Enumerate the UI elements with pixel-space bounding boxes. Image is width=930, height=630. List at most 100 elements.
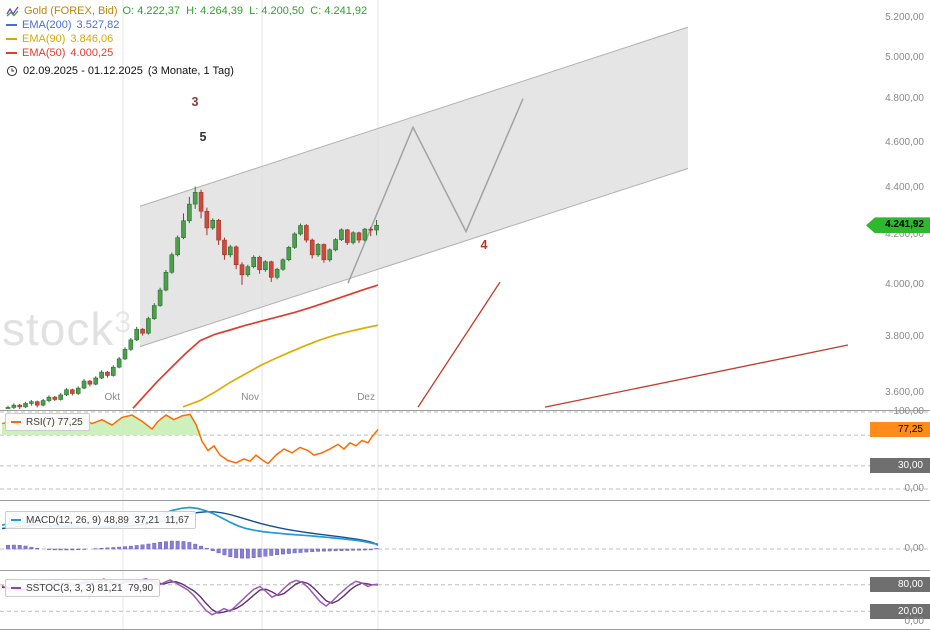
candle-body [298,225,303,235]
candle-body [257,256,262,271]
candle-body [17,404,23,408]
ema200-value: 3.527,82 [76,19,120,31]
ema200-label: EMA(200) [22,19,72,31]
ema50-value: 4.000,25 [70,47,114,59]
macd-histogram-bar [52,548,57,551]
candle-body [99,371,104,379]
macd-histogram-bar [269,548,274,556]
macd-histogram-bar [321,548,326,552]
macd-histogram-bar [245,548,250,559]
candle-body [146,318,151,334]
macd-histogram-bar [123,546,127,550]
candle-body [239,264,245,276]
candle-body [5,407,11,409]
candle-body [315,244,321,256]
macd-histogram-bar [351,548,356,551]
candle-body [245,266,251,276]
macd-histogram-bar [169,540,174,550]
candle-body [222,239,227,256]
candle-body [181,220,186,238]
candle-body [58,394,63,400]
candle-body [75,387,81,394]
main-chart [5,26,849,409]
rsi-legend[interactable]: RSI(7) 77,25 [5,413,90,431]
trendline[interactable] [417,281,501,408]
macd-histogram-bar [316,548,321,552]
candle-body [116,358,122,368]
macd-histogram-bar [64,548,69,551]
candle-body [228,246,233,256]
candle-body [111,366,116,376]
macd-histogram-bar [275,548,280,555]
wave-label[interactable]: 3 [192,95,199,109]
candle-body [233,246,239,266]
macd-histogram-bar [58,548,63,551]
macd-legend[interactable]: MACD(12, 26, 9) 48,89 37,21 11,67 [5,511,197,529]
candle-body [333,239,338,251]
ema-legend-row-1[interactable]: EMA(90) 3.846,06 [6,32,367,46]
ema-line[interactable] [132,284,379,409]
candle-body [134,328,139,341]
candle-body [274,268,280,278]
candle-body [169,254,175,273]
trendline[interactable] [544,344,849,408]
macd-histogram-bar [105,547,110,550]
rsi-legend-marker [11,421,21,423]
candle-body [128,339,134,350]
macd-histogram-bar [128,545,133,550]
macd-histogram-bar [210,548,215,551]
channel-line[interactable] [139,168,689,348]
candle-body [40,400,46,406]
macd-histogram-bar [47,548,51,550]
candle-body [175,237,180,256]
candle-body [374,225,379,231]
ema-legend-row-0[interactable]: EMA(200) 3.527,82 [6,18,367,32]
macd-histogram-bar [368,548,373,551]
rsi-legend-label: RSI(7) 77,25 [26,416,83,428]
macd-histogram-bar [140,544,145,550]
channel-line[interactable] [139,26,689,207]
candle-body [292,233,297,248]
macd-histogram-bar [304,548,309,553]
wave-label[interactable]: 5 [200,130,207,144]
date-range-suffix: (3 Monate, 1 Tag) [147,65,234,77]
macd-histogram-bar [240,548,244,559]
macd-histogram-bar [193,543,198,550]
macd-histogram-bar [6,544,10,550]
symbol-title[interactable]: Gold (FOREX, Bid) [24,5,118,17]
sstoc-legend[interactable]: SSTOC(3, 3, 3) 81,21 79,90 [5,579,161,597]
macd-histogram-bar [257,548,262,558]
macd-histogram-bar [234,548,239,558]
macd-histogram-bar [29,546,34,550]
macd-histogram-bar [23,545,28,550]
candle-body [263,261,268,271]
wave-label[interactable]: 4 [481,238,488,252]
macd-histogram-bar [146,543,151,550]
macd-histogram-bar [158,542,163,550]
candle-body [11,404,17,408]
candle-body [46,396,52,401]
ema-legend-row-2[interactable]: EMA(50) 4.000,25 [6,46,367,60]
clock-icon [6,65,18,77]
candle-body [64,389,69,396]
header: Gold (FOREX, Bid) O: 4.222,37 H: 4.264,3… [6,4,367,78]
macd-histogram-bar [35,547,40,550]
trend-channel[interactable] [140,27,688,347]
ema-line[interactable] [182,324,379,408]
macd-histogram-bar [292,548,297,554]
macd-histogram-bar [333,548,338,552]
macd-histogram-bar [362,548,367,551]
candle-body [216,219,221,241]
candle-body [350,232,356,243]
date-range-row[interactable]: 02.09.2025 - 01.12.2025 (3 Monate, 1 Tag… [6,64,367,78]
candle-body [309,239,315,256]
macd-histogram-bar [286,548,291,554]
macd-histogram-bar [181,541,186,550]
candle-body [304,225,309,241]
wave-projection-line[interactable] [347,98,524,284]
macd-histogram-bar [99,547,104,550]
macd-histogram-bar [339,548,344,551]
macd-histogram-bar [17,544,22,550]
candle-body [321,244,327,261]
